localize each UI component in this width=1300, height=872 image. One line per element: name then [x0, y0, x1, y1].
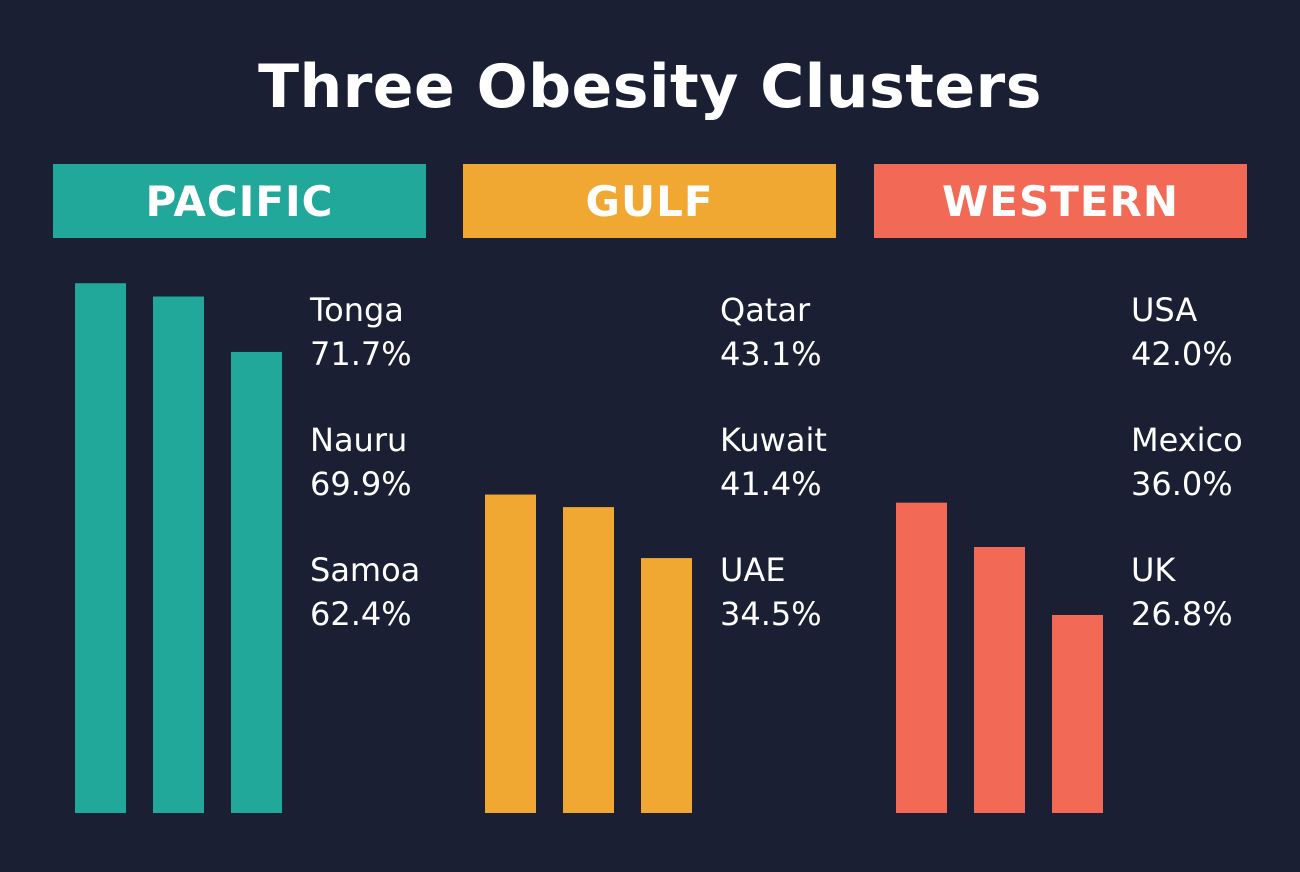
data-label-kuwait: Kuwait 41.4% — [720, 418, 827, 506]
category-label: Nauru — [310, 421, 408, 459]
category-label: Tonga — [310, 291, 404, 329]
bar-uae — [641, 558, 692, 813]
bar-qatar — [485, 494, 536, 813]
data-label-qatar: Qatar 43.1% — [720, 288, 822, 376]
bar-tonga — [75, 283, 126, 813]
value-label: 69.9% — [310, 465, 412, 503]
category-label: Kuwait — [720, 421, 827, 459]
bar-nauru — [153, 296, 204, 813]
cluster-header-pacific: PACIFIC — [53, 164, 426, 238]
cluster-header-gulf: GULF — [463, 164, 836, 238]
data-label-usa: USA 42.0% — [1131, 288, 1233, 376]
bar-kuwait — [563, 507, 614, 813]
bar-group-pacific — [75, 283, 282, 813]
data-label-samoa: Samoa 62.4% — [310, 548, 420, 636]
value-label: 42.0% — [1131, 335, 1233, 373]
data-label-tonga: Tonga 71.7% — [310, 288, 412, 376]
value-label: 36.0% — [1131, 465, 1233, 503]
bar-mexico — [974, 547, 1025, 813]
value-label: 26.8% — [1131, 595, 1233, 633]
bar-samoa — [231, 351, 282, 813]
value-label: 43.1% — [720, 335, 822, 373]
bar-group-gulf — [485, 494, 692, 813]
category-label: UAE — [720, 551, 786, 589]
category-label: UK — [1131, 551, 1176, 589]
cluster-panel-pacific: PACIFIC Tonga 71.7% Nauru 69.9% Samoa 62.4% — [53, 0, 426, 872]
value-label: 62.4% — [310, 595, 412, 633]
data-label-uk: UK 26.8% — [1131, 548, 1233, 636]
data-label-mexico: Mexico 36.0% — [1131, 418, 1243, 506]
bar-usa — [896, 502, 947, 813]
value-label: 34.5% — [720, 595, 822, 633]
value-label: 41.4% — [720, 465, 822, 503]
category-label: Qatar — [720, 291, 811, 329]
category-label: Mexico — [1131, 421, 1243, 459]
category-label: USA — [1131, 291, 1198, 329]
bar-uk — [1052, 614, 1103, 813]
cluster-panel-gulf: GULF Qatar 43.1% Kuwait 41.4% UAE 34.5% — [463, 0, 836, 872]
value-label: 71.7% — [310, 335, 412, 373]
chart-title: Three Obesity Clusters — [258, 52, 1042, 122]
data-label-nauru: Nauru 69.9% — [310, 418, 412, 506]
cluster-header-western: WESTERN — [874, 164, 1247, 238]
bar-group-western — [896, 502, 1103, 813]
data-label-uae: UAE 34.5% — [720, 548, 822, 636]
category-label: Samoa — [310, 551, 421, 589]
cluster-panel-western: WESTERN USA 42.0% Mexico 36.0% UK 26.8% — [874, 0, 1247, 872]
